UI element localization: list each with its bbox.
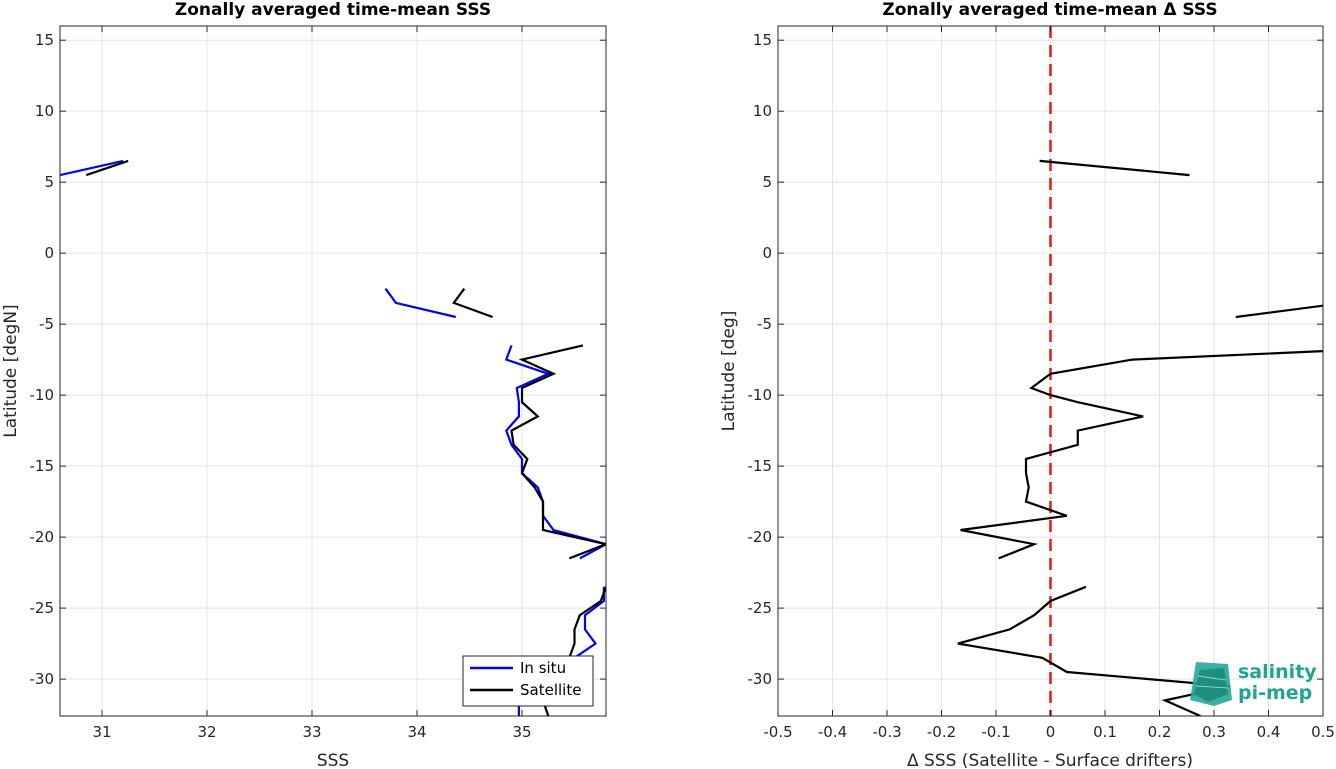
sss-x-tick-label: 33 <box>302 723 321 741</box>
sss-x-tick-label: 35 <box>512 723 531 741</box>
sss-y-tick-label: -30 <box>30 670 55 688</box>
logo-text-salinity: salinity <box>1238 661 1317 683</box>
delta-sss-series-line-segment-4 <box>957 585 1231 716</box>
delta-sss-x-tick-label: -0.3 <box>872 723 901 741</box>
logo-emblem-line-2 <box>1195 685 1229 689</box>
delta-sss-x-tick-label: 0 <box>1046 723 1056 741</box>
logo-emblem-line-1 <box>1197 675 1227 681</box>
legend-box <box>462 655 594 707</box>
delta-sss-ticks: -0.5 -0.4 -0.3 -0.2 -0.1 0 0.1 0.2 0.3 0.4 0.5 15 10… <box>748 26 1335 741</box>
delta-sss-x-tick-label: 0.5 <box>1311 723 1335 741</box>
sss-y-tick-label: -25 <box>30 599 55 617</box>
sss-y-tick-label: 10 <box>35 102 54 120</box>
sss-y-tick-label: 5 <box>44 173 54 191</box>
delta-sss-x-tick-label: 0.2 <box>1148 723 1172 741</box>
sss-grid <box>60 26 606 716</box>
sss-x-axis-label: SSS <box>317 751 349 769</box>
delta-sss-y-tick-label: -30 <box>748 670 773 688</box>
delta-sss-x-axis-label: Δ SSS (Satellite - Surface drifters) <box>907 751 1193 769</box>
sss-y-axis-label: Latitude [degN] <box>1 304 21 437</box>
salinity-pi-mep-logo: salinity pi-mep <box>1190 661 1317 706</box>
delta-sss-y-axis-label: Latitude [deg] <box>719 311 739 432</box>
sss-in-situ-line-segment-2 <box>384 288 457 319</box>
delta-sss-series-line-segment-3 <box>960 350 1323 560</box>
sss-x-tick-label: 31 <box>92 723 111 741</box>
sss-y-tick-label: -5 <box>39 315 54 333</box>
legend-satellite-label: Satellite <box>520 681 581 699</box>
delta-sss-series-line-segment-2 <box>1235 304 1323 319</box>
logo-text-pi-mep: pi-mep <box>1238 682 1312 704</box>
delta-sss-x-tick-label: 0.1 <box>1093 723 1117 741</box>
delta-sss-y-tick-label: -25 <box>748 599 773 617</box>
sss-legend: In situ Satellite <box>462 655 594 707</box>
sss-y-tick-label: 0 <box>44 244 54 262</box>
sss-satellite-line-segment-2 <box>452 288 493 319</box>
delta-sss-chart-title: Zonally averaged time-mean Δ SSS <box>882 0 1217 20</box>
sss-y-tick-label: -20 <box>30 528 55 546</box>
delta-sss-y-tick-label: -20 <box>748 528 773 546</box>
sss-satellite-line-segment-3 <box>510 344 606 560</box>
delta-sss-y-tick-label: -15 <box>748 457 773 475</box>
delta-sss-x-tick-label: -0.2 <box>927 723 956 741</box>
delta-sss-series-line-segment-1 <box>1039 159 1190 177</box>
sss-panel: Zonally averaged time-mean SSS 31 32 33 34 3… <box>1 0 607 769</box>
delta-sss-x-tick-label: -0.1 <box>981 723 1010 741</box>
sss-chart-title: Zonally averaged time-mean SSS <box>175 0 491 20</box>
delta-sss-panel: Zonally averaged time-mean Δ SSS -0.5 -0.… <box>719 0 1335 769</box>
sss-series <box>60 159 606 716</box>
delta-sss-x-tick-label: -0.4 <box>818 723 847 741</box>
legend-in-situ-label: In situ <box>520 659 566 677</box>
delta-sss-x-tick-label: 0.4 <box>1257 723 1281 741</box>
sss-satellite-line-segment-1 <box>85 159 129 177</box>
delta-sss-x-tick-label: -0.5 <box>763 723 792 741</box>
sss-plot-frame <box>59 25 607 717</box>
sss-y-tick-label: -15 <box>30 457 55 475</box>
sss-in-situ-line-segment-3 <box>504 345 606 560</box>
delta-sss-y-tick-label: 10 <box>753 102 772 120</box>
delta-sss-y-tick-label: 15 <box>753 31 772 49</box>
sss-y-tick-label: 15 <box>35 31 54 49</box>
sss-x-tick-label: 32 <box>197 723 216 741</box>
sss-x-tick-label: 34 <box>407 723 426 741</box>
sss-ticks: 31 32 33 34 35 15 10 5 0 -5 -10 -15 -20 -25 -30 <box>30 26 606 741</box>
sss-in-situ-line-segment-1 <box>60 159 124 177</box>
delta-sss-y-tick-label: 0 <box>762 244 772 262</box>
delta-sss-y-tick-label: 5 <box>762 173 772 191</box>
delta-sss-y-tick-label: -10 <box>748 386 773 404</box>
delta-sss-y-tick-label: -5 <box>757 315 772 333</box>
sss-y-tick-label: -10 <box>30 386 55 404</box>
delta-sss-x-tick-label: 0.3 <box>1202 723 1226 741</box>
